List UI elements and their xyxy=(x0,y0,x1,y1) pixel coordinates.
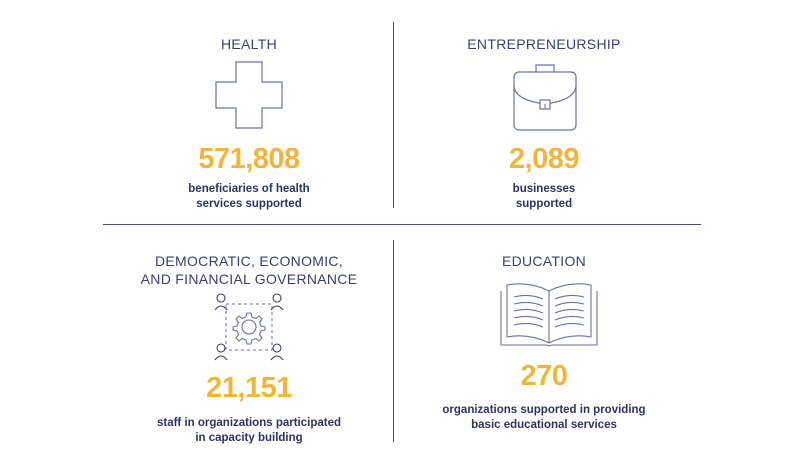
entrepreneurship-value: 2,089 xyxy=(508,143,580,175)
governance-value: 21,151 xyxy=(206,372,292,404)
briefcase-icon xyxy=(513,64,577,131)
horizontal-divider xyxy=(103,224,701,225)
entrepreneurship-caption: businesses supported xyxy=(512,183,576,210)
panel-entrepreneurship: ENTREPRENEURSHIP 2,089 businesses suppor… xyxy=(410,0,678,224)
health-value: 571,808 xyxy=(198,143,300,175)
health-caption: beneficiaries of health services support… xyxy=(188,183,310,210)
panel-governance: DEMOCRATIC, ECONOMIC, AND FINANCIAL GOVE… xyxy=(120,224,378,450)
panel-title: EDUCATION xyxy=(501,253,587,269)
open-book-icon xyxy=(500,283,598,347)
education-caption: organizations supported in providing bas… xyxy=(442,404,646,431)
panel-title: ENTREPRENEURSHIP xyxy=(467,36,621,52)
people-gear-icon xyxy=(214,293,284,361)
panel-health: HEALTH 571,808 beneficiaries of health s… xyxy=(120,0,378,224)
governance-caption: staff in organizations participated in c… xyxy=(156,417,342,444)
panel-education: EDUCATION 270 organizations supported in… xyxy=(410,224,678,450)
medical-cross-icon xyxy=(215,61,283,129)
panel-title: DEMOCRATIC, ECONOMIC, AND FINANCIAL GOVE… xyxy=(140,253,358,287)
panel-title: HEALTH xyxy=(221,36,277,52)
education-value: 270 xyxy=(520,360,568,392)
vertical-divider-top xyxy=(393,22,394,208)
vertical-divider-bottom xyxy=(393,240,394,442)
